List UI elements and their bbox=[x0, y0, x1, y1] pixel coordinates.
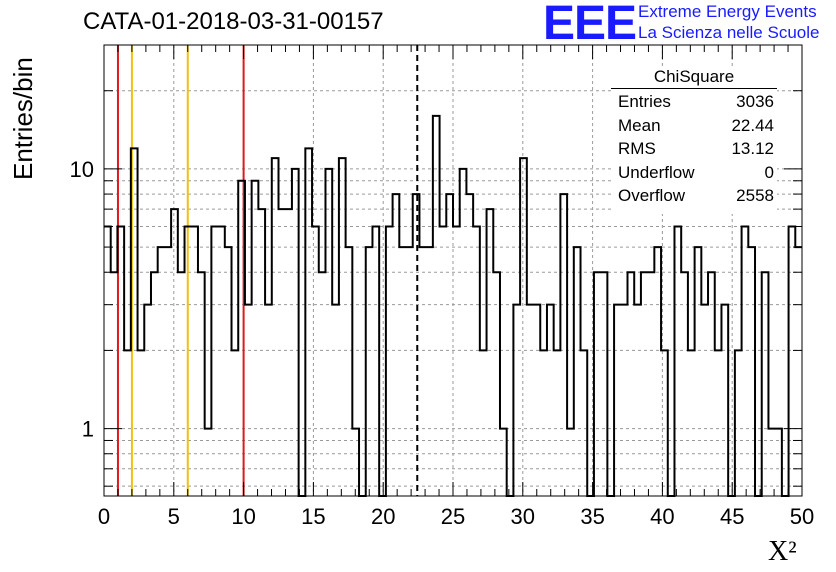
stats-value: 0 bbox=[764, 162, 774, 182]
x-tick-label: 45 bbox=[720, 504, 744, 529]
x-tick-label: 40 bbox=[650, 504, 674, 529]
stats-title: ChiSquare bbox=[611, 66, 777, 89]
x-tick-label: 35 bbox=[580, 504, 604, 529]
stats-value: 13.12 bbox=[731, 139, 774, 158]
stats-row-rms: RMS 13.12 bbox=[611, 137, 777, 161]
x-tick-label: 15 bbox=[301, 504, 325, 529]
stats-label: Entries bbox=[618, 92, 671, 111]
stats-value: 22.44 bbox=[731, 115, 774, 135]
stats-value: 3036 bbox=[736, 92, 774, 111]
stats-box: ChiSquare Entries 3036 Mean 22.44 RMS 13… bbox=[611, 66, 777, 214]
eee-logo: EEE bbox=[543, 0, 637, 50]
x-axis-label: X² bbox=[768, 536, 797, 567]
y-tick-label: 1 bbox=[82, 417, 94, 442]
y-axis-label: Entries/bin bbox=[8, 57, 38, 180]
stats-label: Mean bbox=[618, 115, 661, 135]
stats-row-mean: Mean 22.44 bbox=[611, 114, 777, 138]
stats-label: Underflow bbox=[618, 162, 695, 182]
chart-title: CATA-01-2018-03-31-00157 bbox=[83, 8, 384, 35]
histogram-series bbox=[104, 114, 802, 497]
stats-row-overflow: Overflow 2558 bbox=[611, 184, 777, 208]
x-tick-label: 5 bbox=[168, 504, 180, 529]
y-tick-label: 10 bbox=[70, 157, 94, 182]
logo-subtitle-line1: Extreme Energy Events bbox=[638, 2, 817, 21]
x-tick-label: 25 bbox=[441, 504, 465, 529]
histogram-line bbox=[104, 114, 802, 497]
stats-label: Overflow bbox=[618, 186, 686, 205]
x-tick-label: 0 bbox=[98, 504, 110, 529]
x-tick-label: 30 bbox=[511, 504, 535, 529]
axes: 0 5 10 15 20 25 30 35 40 45 50 1 10 bbox=[70, 44, 814, 529]
stats-row-entries: Entries 3036 bbox=[611, 90, 777, 114]
x-tick-label: 50 bbox=[790, 504, 814, 529]
stats-value: 2558 bbox=[736, 186, 774, 205]
logo-subtitle-line2: La Scienza nelle Scuole bbox=[638, 23, 820, 42]
x-tick-label: 10 bbox=[231, 504, 255, 529]
x-tick-label: 20 bbox=[371, 504, 395, 529]
stats-row-underflow: Underflow 0 bbox=[611, 161, 777, 185]
stats-label: RMS bbox=[618, 139, 656, 158]
